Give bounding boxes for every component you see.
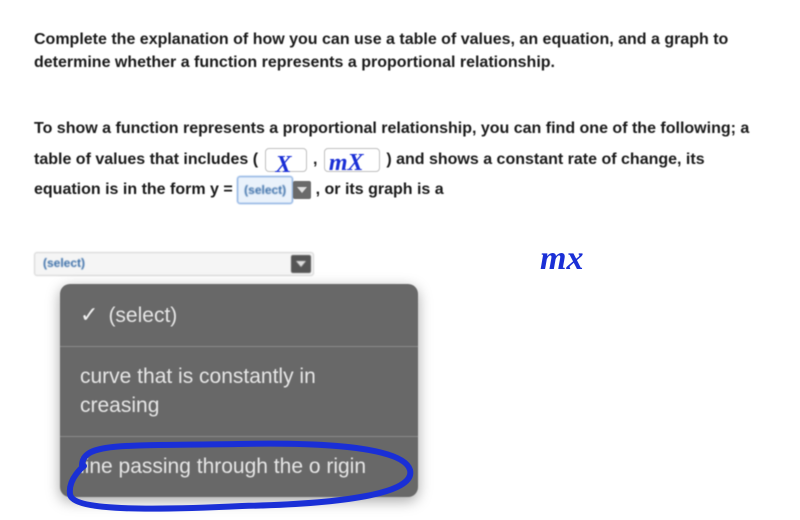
blank-input-1[interactable]: X bbox=[265, 148, 307, 172]
graph-select-collapsed[interactable]: (select) bbox=[34, 252, 314, 276]
hand-annotation-mx: mX bbox=[329, 141, 364, 187]
dropdown-option-label: curve that is constantly in creasing bbox=[80, 365, 316, 416]
comma: , bbox=[313, 151, 317, 168]
graph-select-dropdown: ✓ (select) curve that is constantly in cr… bbox=[60, 284, 418, 497]
chevron-down-icon[interactable] bbox=[293, 181, 311, 199]
graph-select-label: (select) bbox=[43, 256, 85, 270]
explanation-paragraph: To show a function represents a proporti… bbox=[34, 114, 766, 205]
dropdown-option-label: line passing through the o rigin bbox=[80, 455, 366, 478]
prompt-text: Complete the explanation of how you can … bbox=[34, 28, 766, 74]
dropdown-option-placeholder[interactable]: ✓ (select) bbox=[60, 284, 418, 347]
inline-select-equation[interactable]: (select) bbox=[237, 176, 293, 205]
dropdown-option-line-origin[interactable]: line passing through the o rigin bbox=[60, 437, 418, 497]
dropdown-option-label: (select) bbox=[108, 304, 177, 327]
blank-input-2[interactable]: mX bbox=[324, 148, 380, 172]
chevron-down-icon[interactable] bbox=[291, 255, 311, 273]
dropdown-option-curve[interactable]: curve that is constantly in creasing bbox=[60, 347, 418, 437]
check-icon: ✓ bbox=[80, 300, 98, 330]
hand-annotation-mx-large: mx bbox=[540, 242, 583, 276]
